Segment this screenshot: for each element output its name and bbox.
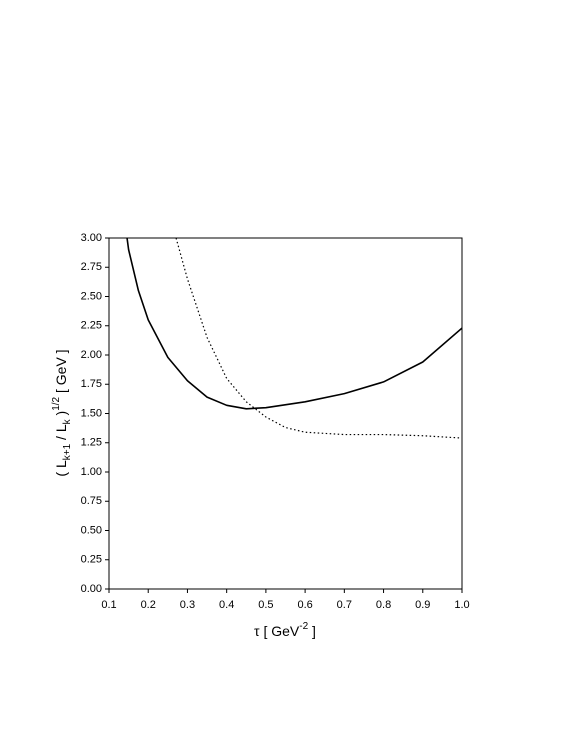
x-tick-label: 1.0 <box>454 599 469 611</box>
y-tick-label: 0.00 <box>81 583 102 595</box>
y-tick-label: 0.25 <box>81 554 102 566</box>
y-label-sub: k <box>62 418 73 424</box>
y-tick-label: 3.00 <box>81 232 102 244</box>
y-tick-label: 0.75 <box>81 495 102 507</box>
y-label-sub: k+1 <box>62 443 73 460</box>
line-series <box>126 238 462 410</box>
x-tick-label: 0.9 <box>415 599 430 611</box>
y-tick-label: 1.25 <box>81 437 102 449</box>
plot-frame <box>108 237 463 590</box>
line-series <box>175 238 462 439</box>
x-tick-label: 0.8 <box>376 599 391 611</box>
x-label-sup: -2 <box>299 621 308 632</box>
y-label-end: [ GeV ] <box>53 349 69 396</box>
x-tick-label: 0.4 <box>219 599 234 611</box>
x-tick-label: 0.3 <box>180 599 195 611</box>
y-axis-label: ( Lk+1 / Lk )1/2 [ GeV ] <box>51 349 73 476</box>
x-axis-label: τ [ GeV-2 ] <box>254 621 316 639</box>
y-label-mid: / L <box>53 424 69 444</box>
x-tick-label: 0.7 <box>337 599 352 611</box>
y-tick-label: 1.75 <box>81 378 102 390</box>
y-label-sup: 1/2 <box>51 396 62 410</box>
y-tick-label: 2.00 <box>81 349 102 361</box>
y-tick-label: 1.50 <box>81 407 102 419</box>
x-label-main: τ [ GeV <box>254 623 300 639</box>
x-tick-label: 0.5 <box>258 599 273 611</box>
x-tick-label: 0.6 <box>297 599 312 611</box>
y-label-open: ( L <box>53 460 69 477</box>
y-tick-label: 0.50 <box>81 524 102 536</box>
x-tick-label: 0.2 <box>141 599 156 611</box>
y-tick-label: 2.50 <box>81 290 102 302</box>
y-tick-label: 2.75 <box>81 261 102 273</box>
y-label-close: ) <box>53 411 69 420</box>
y-tick-label: 2.25 <box>81 320 102 332</box>
x-tick-label: 0.1 <box>101 599 116 611</box>
x-label-end: ] <box>308 623 316 639</box>
y-tick-label: 1.00 <box>81 466 102 478</box>
